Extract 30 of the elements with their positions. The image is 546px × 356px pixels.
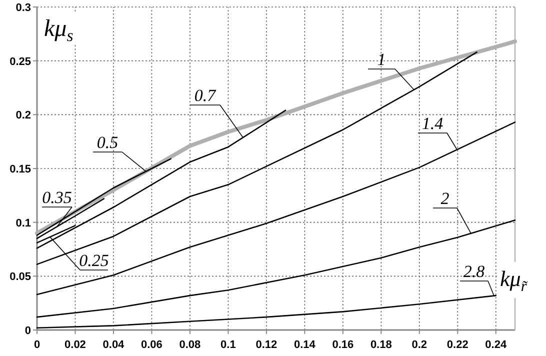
series-label: 1	[377, 50, 386, 69]
series-label: 0.35	[42, 188, 72, 207]
series-label: 2.8	[463, 262, 486, 281]
x-tick-label: 0.2	[412, 339, 428, 351]
y-tick-label: 0.05	[10, 271, 31, 284]
x-tick-label: 0.16	[332, 339, 354, 351]
x-tick-label: 0.14	[294, 339, 316, 351]
series-label: 0.5	[96, 133, 118, 152]
series-label: 1.4	[422, 114, 444, 133]
y-tick-label: 0	[24, 325, 31, 337]
x-tick-label: 0.06	[141, 339, 162, 351]
x-tick-label: 0.1	[220, 339, 236, 351]
y-tick-label: 0.15	[10, 164, 31, 176]
legend-label: 0.25	[79, 251, 109, 270]
text: 0.7	[194, 86, 218, 105]
x-tick-label: 0.02	[64, 339, 86, 351]
x-tick-label: 0.12	[256, 339, 278, 351]
x-tick-label: 0.18	[370, 339, 392, 351]
x-tick-label: 0.08	[179, 339, 201, 351]
y-tick-label: 0.1	[16, 217, 31, 230]
series-label: 2	[440, 189, 450, 208]
x-tick-label: 0.22	[446, 339, 468, 351]
y-tick-label: 0.25	[10, 56, 31, 68]
y-axis-title: kμ$_{s}$	[44, 16, 74, 46]
x-tick-label: 0	[34, 339, 40, 351]
y-tick-label: 0.2	[16, 110, 31, 122]
x-axis-title: kμ$_{r̃}$	[500, 266, 529, 294]
x-tick-label: 0.04	[102, 339, 126, 351]
x-tick-label: 0.24	[485, 339, 508, 351]
y-tick-label: 0.3	[16, 2, 31, 14]
